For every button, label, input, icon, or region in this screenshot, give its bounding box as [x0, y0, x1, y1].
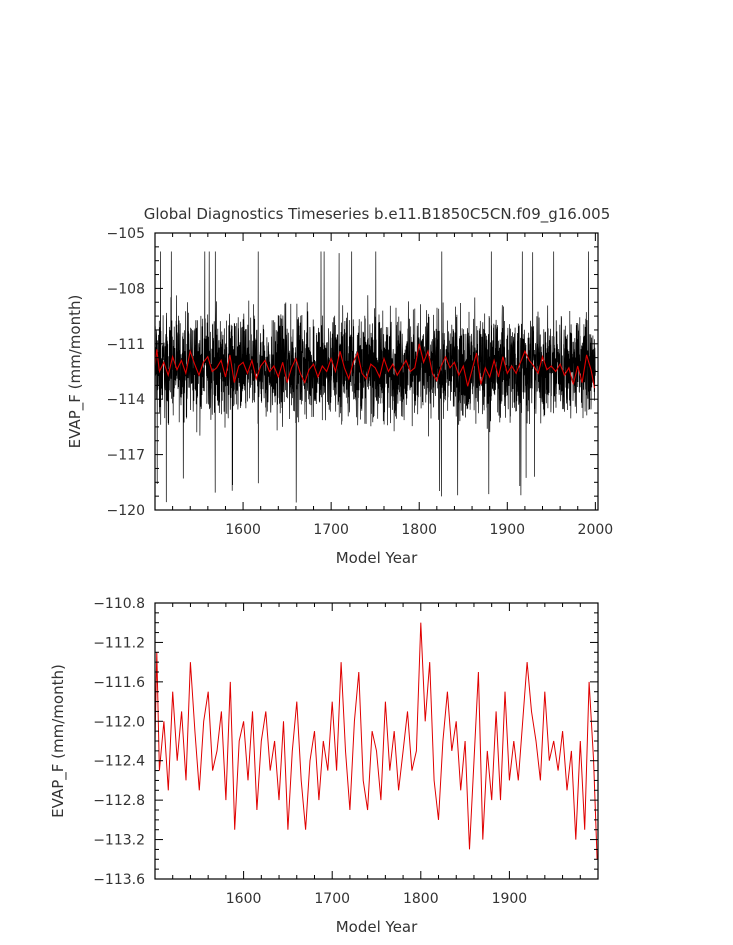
x-tick-label: 1800 — [403, 891, 439, 907]
x-tick-label: 1900 — [489, 522, 525, 538]
y-tick-label: −112.0 — [93, 714, 145, 730]
chart-title: Global Diagnostics Timeseries b.e11.B185… — [144, 205, 611, 224]
y-ticks: −110.8 −111.2 −111.6 −112.0 −112.4 −112.8 −113… — [93, 596, 598, 888]
y-tick-label: −110.8 — [93, 596, 145, 612]
x-tick-label: 1900 — [492, 891, 528, 907]
y-tick-label: −112.4 — [93, 754, 145, 770]
y-tick-label: −112.8 — [93, 793, 145, 809]
y-tick-label: −114 — [107, 392, 146, 408]
y-axis-label: EVAP_F (mm/month) — [49, 664, 68, 818]
x-axis-label: Model Year — [336, 918, 418, 936]
y-axis-label: EVAP_F (mm/month) — [66, 295, 85, 449]
annual-series — [154, 343, 596, 389]
y-tick-label: −108 — [107, 281, 145, 297]
y-tick-label: −111 — [107, 337, 145, 353]
y-tick-label: −113.2 — [93, 833, 145, 849]
x-ticks: 1600 1700 1800 1900 2000 — [172, 233, 614, 538]
top-panel: −105 −108 −111 −114 −117 −120 1600 1700 1800 190… — [66, 226, 613, 567]
y-tick-label: −120 — [107, 503, 145, 519]
y-tick-label: −113.6 — [93, 872, 145, 888]
plot-frame — [154, 602, 599, 880]
x-axis-label: Model Year — [336, 549, 418, 567]
x-tick-label: 1700 — [314, 891, 350, 907]
annual-series — [154, 622, 598, 860]
x-tick-label: 1600 — [226, 891, 262, 907]
bottom-panel: −110.8 −111.2 −111.6 −112.0 −112.4 −112.8 −113… — [49, 596, 599, 936]
annual-line — [154, 622, 598, 860]
x-ticks: 1600 1700 1800 1900 — [172, 603, 581, 907]
x-tick-label: 2000 — [578, 522, 614, 538]
y-ticks: −105 −108 −111 −114 −117 −120 — [107, 226, 598, 519]
y-tick-label: −105 — [107, 226, 145, 242]
monthly-line — [154, 251, 596, 503]
y-tick-label: −111.6 — [93, 675, 145, 691]
monthly-series — [154, 251, 596, 503]
y-tick-label: −111.2 — [93, 635, 145, 651]
y-tick-label: −117 — [107, 448, 145, 464]
annual-line — [154, 343, 596, 389]
x-tick-label: 1600 — [225, 522, 261, 538]
x-tick-label: 1800 — [401, 522, 437, 538]
x-tick-label: 1700 — [313, 522, 349, 538]
